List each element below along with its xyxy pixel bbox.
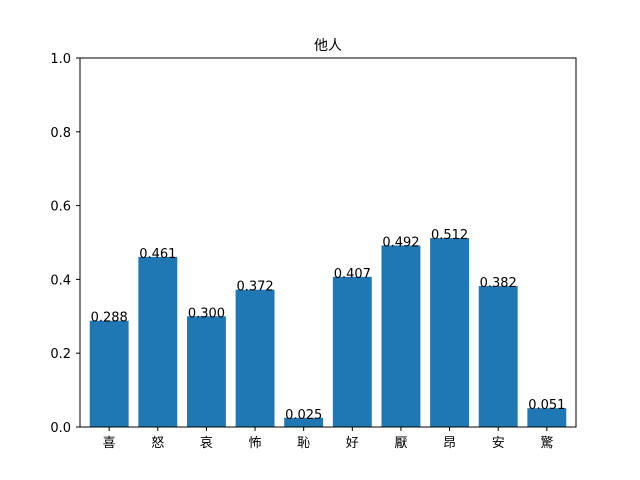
plot-frame bbox=[79, 57, 577, 428]
data-label-8: 0.382 bbox=[480, 276, 517, 291]
x-tick-label-6: 厭 bbox=[394, 436, 407, 451]
y-tick-label-4: 0.8 bbox=[50, 126, 71, 141]
x-tick-label-0: 喜 bbox=[103, 436, 116, 451]
x-tick-label-9: 驚 bbox=[540, 435, 553, 451]
data-label-3: 0.372 bbox=[236, 280, 273, 295]
data-label-4: 0.025 bbox=[285, 408, 322, 423]
x-tick-label-2: 哀 bbox=[200, 436, 213, 451]
bars-layer bbox=[89, 238, 567, 427]
bar-3 bbox=[235, 289, 275, 427]
x-tick-label-7: 昂 bbox=[443, 436, 456, 451]
bar-5 bbox=[332, 276, 372, 427]
data-label-6: 0.492 bbox=[382, 235, 419, 250]
data-label-1: 0.461 bbox=[139, 247, 176, 262]
bar-2 bbox=[186, 316, 226, 427]
x-tick-label-8: 安 bbox=[492, 436, 505, 451]
x-tick-label-4: 恥 bbox=[297, 436, 310, 451]
bar-9 bbox=[527, 408, 567, 427]
data-label-9: 0.051 bbox=[528, 398, 565, 413]
y-tick-label-1: 0.2 bbox=[50, 347, 71, 362]
bar-0 bbox=[89, 320, 129, 427]
bar-4 bbox=[284, 417, 324, 427]
x-tick-label-1: 怒 bbox=[151, 436, 164, 451]
bar-7 bbox=[430, 238, 470, 427]
bar-8 bbox=[478, 286, 518, 427]
chart-title: 他人 bbox=[314, 38, 342, 54]
x-tick-label-3: 怖 bbox=[249, 435, 262, 451]
bar-1 bbox=[138, 256, 178, 427]
data-label-2: 0.300 bbox=[188, 306, 225, 321]
data-label-0: 0.288 bbox=[91, 311, 128, 326]
y-tick-label-2: 0.4 bbox=[50, 273, 71, 288]
data-label-5: 0.407 bbox=[334, 267, 371, 282]
data-label-7: 0.512 bbox=[431, 228, 468, 243]
data-labels-layer: 0.288 0.461 0.300 0.372 0.025 0.407 0.492 0.512… bbox=[91, 228, 566, 423]
bar-6 bbox=[381, 245, 421, 427]
y-axis: 0.0 0.2 0.4 0.6 0.8 1.0 bbox=[50, 52, 80, 436]
x-axis: 喜怒哀怖恥好厭昂安驚 bbox=[103, 427, 553, 451]
y-tick-label-5: 1.0 bbox=[50, 52, 71, 67]
y-tick-label-0: 0.0 bbox=[50, 421, 71, 436]
y-tick-label-3: 0.6 bbox=[50, 200, 71, 215]
x-tick-label-5: 好 bbox=[346, 436, 359, 451]
